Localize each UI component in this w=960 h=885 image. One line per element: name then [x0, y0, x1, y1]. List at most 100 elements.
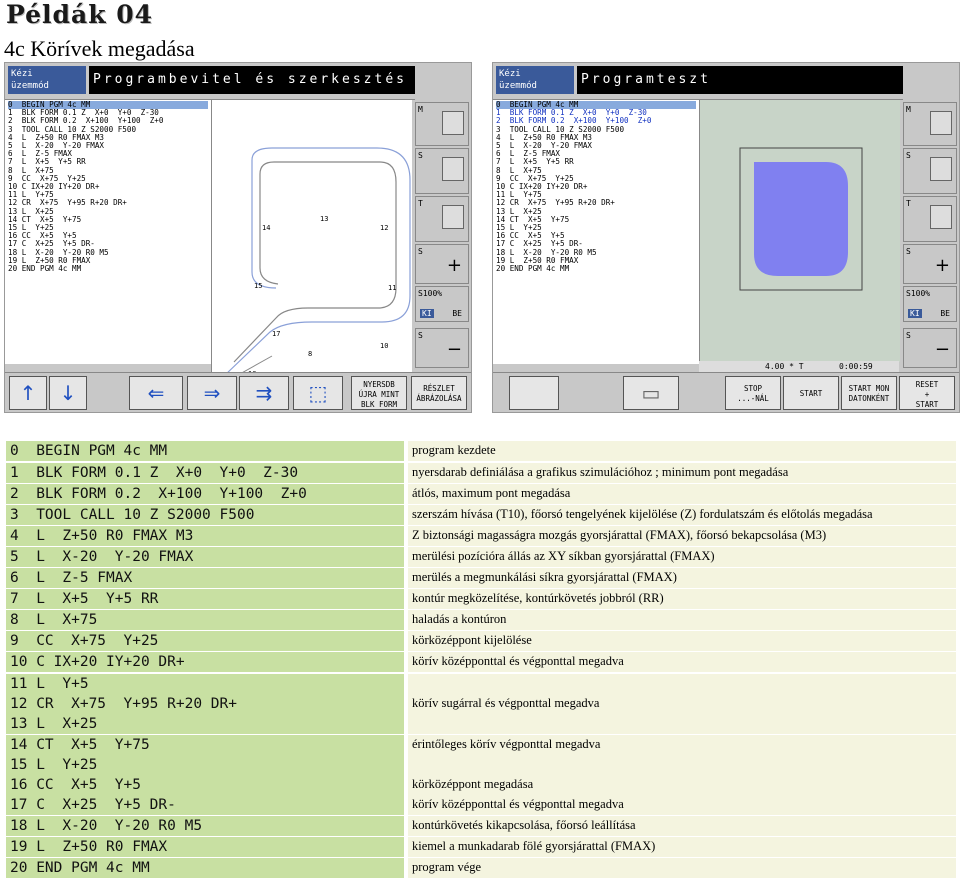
simulated-part [754, 162, 848, 276]
description-cell [408, 714, 956, 734]
softkey-m[interactable]: M [903, 102, 957, 146]
program-line[interactable]: 7 L X+5 Y+5 RR [496, 157, 574, 167]
program-line[interactable]: 1 BLK FORM 0.1 Z X+0 Y+0 Z-30 [496, 108, 647, 118]
softkey-bar: ↑ ↓ ⇐ ⇒ ⇉ ⬚ NYERSDB ÚJRA MINT BLK FORM R… [5, 372, 471, 412]
program-line[interactable]: 0 BEGIN PGM 4c MM [8, 100, 208, 110]
arrow-down-icon: ↓ [59, 381, 77, 405]
softkey-s100[interactable]: S100% KI BE [903, 286, 957, 322]
zoom-icon: ⬚ [308, 381, 328, 405]
table-row: 6 L Z-5 FMAX merülés a megmunkálási síkra… [4, 568, 956, 588]
program-line[interactable]: 15 L Y+25 [496, 223, 542, 233]
program-line[interactable]: 14 CT X+5 Y+75 [8, 214, 82, 224]
start-button[interactable]: START [783, 376, 839, 410]
start-single-button[interactable]: START MON DATONKÉNT [841, 376, 897, 410]
program-line[interactable]: 6 L Z-5 FMAX [8, 149, 73, 159]
program-line[interactable]: 7 L X+5 Y+5 RR [8, 157, 86, 167]
blank-softkey-1[interactable] [509, 376, 559, 410]
program-line[interactable]: 5 L X-20 Y-20 FMAX [8, 141, 105, 151]
softkey-s-plus[interactable]: S + [415, 244, 469, 284]
description-cell: szerszám hívása (T10), főorsó tengelyéne… [408, 505, 956, 525]
block-view-button[interactable]: ▭ [623, 376, 679, 410]
skip-button[interactable]: ⇉ [239, 376, 289, 410]
program-line[interactable]: 8 L X+75 [8, 165, 54, 175]
program-listing[interactable]: 0 BEGIN PGM 4c MM 1 BLK FORM 0.1 Z X+0 Y+… [5, 100, 211, 364]
softkey-s-plus[interactable]: S + [903, 244, 957, 284]
code-cell: 7 L X+5 Y+5 RR [6, 589, 404, 609]
program-line[interactable]: 11 L Y+75 [8, 190, 54, 200]
program-line[interactable]: 2 BLK FORM 0.2 X+100 Y+100 Z+0 [8, 116, 164, 126]
description-cell: körközéppont megadása [408, 775, 956, 795]
reset-label-1: RESET [915, 380, 939, 389]
program-line[interactable]: 9 CC X+75 Y+25 [8, 173, 86, 183]
program-line[interactable]: 2 BLK FORM 0.2 X+100 Y+100 Z+0 [496, 116, 652, 126]
program-line[interactable]: 18 L X-20 Y-20 R0 M5 [8, 247, 109, 257]
table-row: 2 BLK FORM 0.2 X+100 Y+100 Z+0 átlós, max… [4, 484, 956, 504]
program-line[interactable]: 3 TOOL CALL 10 Z S2000 F500 [8, 124, 137, 134]
softkey-s[interactable]: S [903, 148, 957, 194]
program-line[interactable]: 6 L Z-5 FMAX [496, 149, 561, 159]
arrow-up-button[interactable]: ↑ [9, 376, 47, 410]
program-line[interactable]: 15 L Y+25 [8, 223, 54, 233]
program-line[interactable]: 9 CC X+75 Y+25 [496, 173, 574, 183]
zoom-button[interactable]: ⬚ [293, 376, 343, 410]
reszlet-button[interactable]: RÉSZLET ÁBRÁZOLÁSA [411, 376, 467, 410]
reset-start-button[interactable]: RESET + START [899, 376, 955, 410]
machine-icon [442, 111, 464, 135]
softkey-s-minus[interactable]: S − [415, 328, 469, 368]
stop-label-1: STOP [743, 384, 763, 393]
program-line[interactable]: 3 TOOL CALL 10 Z S2000 F500 [496, 124, 625, 134]
contour-inner [233, 161, 397, 363]
program-line[interactable]: 12 CR X+75 Y+95 R+20 DR+ [496, 198, 615, 208]
code-cell: 8 L X+75 [6, 610, 404, 630]
description-cell [408, 674, 956, 694]
program-line[interactable]: 20 END PGM 4c MM [8, 264, 82, 274]
arrow-right-button[interactable]: ⇒ [187, 376, 237, 410]
arrow-left-button[interactable]: ⇐ [129, 376, 183, 410]
stop-at-button[interactable]: STOP ...-NÁL [725, 376, 781, 410]
program-line[interactable]: 4 L Z+50 R0 FMAX M3 [8, 132, 105, 142]
arrow-down-button[interactable]: ↓ [49, 376, 87, 410]
program-line[interactable]: 5 L X-20 Y-20 FMAX [496, 141, 593, 151]
softkey-m[interactable]: M [415, 102, 469, 146]
ki-label: KI [908, 309, 922, 318]
program-line[interactable]: 16 CC X+5 Y+5 [496, 231, 565, 241]
graph-label: 10 [380, 342, 388, 350]
softkey-s100[interactable]: S100% KI BE [415, 286, 469, 322]
nyersdb-button[interactable]: NYERSDB ÚJRA MINT BLK FORM [351, 376, 407, 410]
skip-icon: ⇉ [255, 381, 273, 405]
description-cell: nyersdarab definiálása a grafikus szimul… [408, 463, 956, 483]
machine-icon [930, 111, 952, 135]
softkey-t[interactable]: T [903, 196, 957, 242]
program-line[interactable]: 19 L Z+50 R0 FMAX [496, 255, 579, 265]
graph-label: 8 [308, 350, 312, 358]
table-row: 8 L X+75 haladás a kontúron [4, 610, 956, 630]
program-line[interactable]: 19 L Z+50 R0 FMAX [8, 255, 91, 265]
program-line[interactable]: 1 BLK FORM 0.1 Z X+0 Y+0 Z-30 [8, 108, 159, 118]
program-line[interactable]: 13 L X+25 [496, 206, 542, 216]
graph-label: 13 [320, 215, 328, 223]
program-line[interactable]: 8 L X+75 [496, 165, 542, 175]
code-cell: 4 L Z+50 R0 FMAX M3 [6, 526, 404, 546]
code-cell: 16 CC X+5 Y+5 [6, 775, 404, 795]
program-line[interactable]: 10 C IX+20 IY+20 DR+ [8, 182, 100, 192]
ki-label: KI [420, 309, 434, 318]
softkey-s[interactable]: S [415, 148, 469, 194]
program-listing[interactable]: 0 BEGIN PGM 4c MM 1 BLK FORM 0.1 Z X+0 Y+… [493, 100, 699, 364]
softkey-s-minus[interactable]: S − [903, 328, 957, 368]
program-line[interactable]: 10 C IX+20 IY+20 DR+ [496, 182, 588, 192]
program-line[interactable]: 4 L Z+50 R0 FMAX M3 [496, 132, 593, 142]
program-line[interactable]: 17 C X+25 Y+5 DR- [8, 239, 95, 249]
program-line[interactable]: 0 BEGIN PGM 4c MM [496, 100, 696, 110]
startmon-label-2: DATONKÉNT [848, 394, 890, 403]
program-line[interactable]: 20 END PGM 4c MM [496, 264, 570, 274]
program-line[interactable]: 11 L Y+75 [496, 190, 542, 200]
softkey-t[interactable]: T [415, 196, 469, 242]
contour-svg: 13 14 12 15 11 17 10 8 10 8 [211, 147, 411, 395]
program-line[interactable]: 14 CT X+5 Y+75 [496, 214, 570, 224]
program-line[interactable]: 18 L X-20 Y-20 R0 M5 [496, 247, 597, 257]
program-line[interactable]: 16 CC X+5 Y+5 [8, 231, 77, 241]
program-line[interactable]: 17 C X+25 Y+5 DR- [496, 239, 583, 249]
graph-label: 11 [388, 284, 396, 292]
program-line[interactable]: 13 L X+25 [8, 206, 54, 216]
program-line[interactable]: 12 CR X+75 Y+95 R+20 DR+ [8, 198, 127, 208]
